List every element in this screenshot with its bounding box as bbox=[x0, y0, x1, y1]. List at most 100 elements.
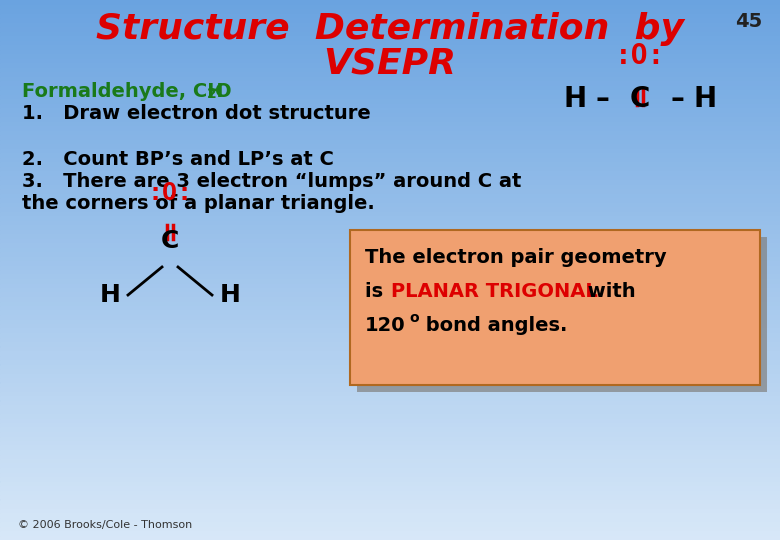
Bar bbox=[0, 68, 780, 72]
Text: C: C bbox=[629, 85, 651, 113]
Bar bbox=[0, 418, 780, 423]
Bar bbox=[0, 531, 780, 536]
Bar bbox=[0, 374, 780, 378]
Bar bbox=[0, 14, 780, 18]
Bar bbox=[0, 225, 780, 229]
Bar bbox=[0, 392, 780, 396]
Bar bbox=[0, 171, 780, 176]
Bar bbox=[0, 293, 780, 297]
Bar bbox=[0, 243, 780, 247]
Bar bbox=[0, 342, 780, 347]
Text: is: is bbox=[365, 282, 390, 301]
Bar bbox=[0, 387, 780, 392]
Text: bond angles.: bond angles. bbox=[419, 316, 567, 335]
Bar bbox=[0, 202, 780, 207]
Bar bbox=[0, 176, 780, 180]
Text: with: with bbox=[581, 282, 636, 301]
Bar bbox=[0, 18, 780, 23]
Text: 1.   Draw electron dot structure: 1. Draw electron dot structure bbox=[22, 104, 370, 123]
Bar bbox=[0, 378, 780, 382]
Bar bbox=[0, 446, 780, 450]
Bar bbox=[0, 94, 780, 99]
Bar bbox=[0, 423, 780, 428]
Bar bbox=[0, 477, 780, 482]
Bar bbox=[0, 239, 780, 243]
Bar bbox=[0, 112, 780, 117]
Text: –: – bbox=[595, 85, 609, 113]
Bar bbox=[0, 158, 780, 162]
Text: :O:: :O: bbox=[615, 42, 665, 70]
Bar bbox=[0, 428, 780, 432]
Bar bbox=[0, 409, 780, 414]
Bar bbox=[0, 63, 780, 68]
Bar bbox=[0, 297, 780, 301]
Bar bbox=[0, 81, 780, 85]
Text: C: C bbox=[161, 229, 179, 253]
Text: :O:: :O: bbox=[147, 181, 193, 205]
Bar bbox=[0, 274, 780, 279]
Text: H: H bbox=[219, 283, 240, 307]
Bar bbox=[0, 23, 780, 27]
Text: 45: 45 bbox=[735, 12, 762, 31]
Bar bbox=[0, 189, 780, 193]
Bar bbox=[0, 256, 780, 261]
Text: O: O bbox=[215, 82, 232, 101]
Bar bbox=[0, 234, 780, 239]
Bar bbox=[0, 459, 780, 463]
Bar bbox=[0, 306, 780, 310]
Bar bbox=[0, 193, 780, 198]
Bar bbox=[0, 482, 780, 486]
Bar bbox=[0, 455, 780, 459]
Bar bbox=[0, 31, 780, 36]
Bar bbox=[0, 333, 780, 338]
Bar bbox=[0, 126, 780, 131]
Bar bbox=[0, 405, 780, 409]
Bar bbox=[0, 504, 780, 509]
Bar bbox=[0, 382, 780, 387]
Bar bbox=[0, 328, 780, 333]
Bar bbox=[0, 364, 780, 369]
Bar bbox=[0, 486, 780, 490]
Bar bbox=[0, 310, 780, 315]
Bar bbox=[0, 450, 780, 455]
Bar bbox=[0, 36, 780, 40]
Bar bbox=[0, 45, 780, 50]
Bar bbox=[0, 40, 780, 45]
Bar bbox=[0, 99, 780, 104]
Bar bbox=[0, 351, 780, 355]
Bar bbox=[0, 509, 780, 513]
Bar bbox=[0, 212, 780, 216]
Bar bbox=[0, 58, 780, 63]
Bar bbox=[0, 279, 780, 284]
Bar bbox=[0, 230, 780, 234]
Bar bbox=[0, 27, 780, 31]
Text: PLANAR TRIGONAL: PLANAR TRIGONAL bbox=[391, 282, 597, 301]
Bar bbox=[0, 522, 780, 526]
Bar bbox=[0, 315, 780, 320]
Bar bbox=[0, 324, 780, 328]
Bar bbox=[0, 495, 780, 500]
Bar bbox=[357, 237, 767, 392]
Bar bbox=[0, 436, 780, 441]
Bar bbox=[0, 85, 780, 90]
Bar bbox=[0, 135, 780, 139]
Bar bbox=[0, 148, 780, 153]
Bar bbox=[0, 500, 780, 504]
Bar bbox=[0, 90, 780, 94]
Bar bbox=[0, 320, 780, 324]
Bar bbox=[0, 441, 780, 445]
Bar bbox=[0, 185, 780, 189]
Bar bbox=[0, 4, 780, 9]
Text: the corners of a planar triangle.: the corners of a planar triangle. bbox=[22, 194, 374, 213]
Text: H: H bbox=[100, 283, 120, 307]
Bar bbox=[0, 355, 780, 360]
Bar bbox=[0, 472, 780, 477]
Bar bbox=[0, 144, 780, 148]
Bar bbox=[0, 536, 780, 540]
Bar bbox=[0, 166, 780, 171]
Bar bbox=[0, 369, 780, 374]
Text: H: H bbox=[563, 85, 587, 113]
Bar bbox=[0, 122, 780, 126]
Bar bbox=[0, 220, 780, 225]
Text: © 2006 Brooks/Cole - Thomson: © 2006 Brooks/Cole - Thomson bbox=[18, 520, 192, 530]
